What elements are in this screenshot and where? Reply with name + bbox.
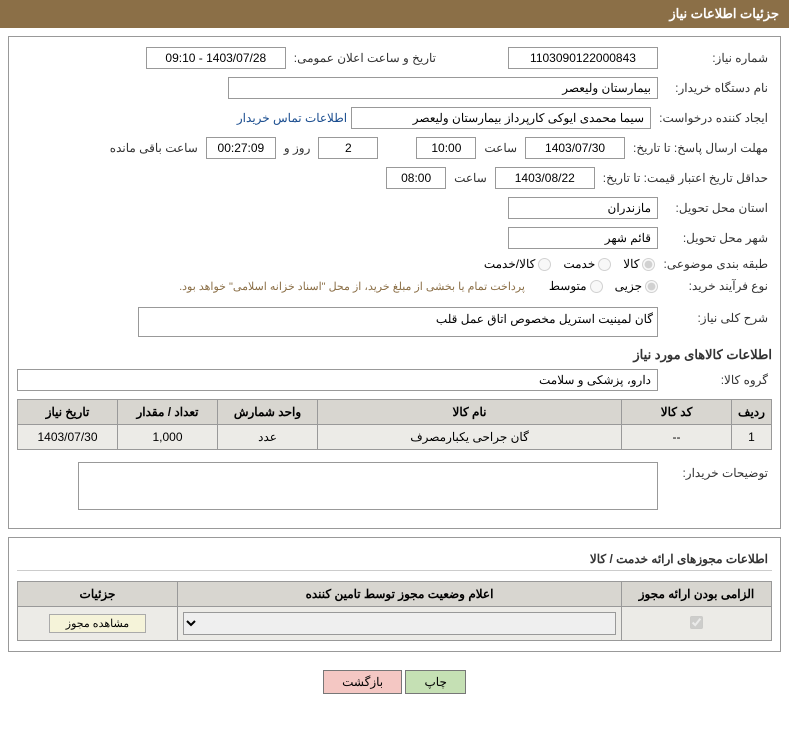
need-number-label: شماره نیاز: bbox=[662, 51, 772, 65]
remaining-label: ساعت باقی مانده bbox=[106, 141, 202, 155]
main-panel: شماره نیاز: 1103090122000843 تاریخ و ساع… bbox=[8, 36, 781, 529]
countdown-value: 00:27:09 bbox=[206, 137, 276, 159]
cat-goods-service-radio bbox=[538, 258, 551, 271]
process-type-label: نوع فرآیند خرید: bbox=[662, 279, 772, 293]
permits-panel: اطلاعات مجوزهای ارائه خدمت / کالا الزامی… bbox=[8, 537, 781, 652]
permits-table: الزامی بودن ارائه مجوز اعلام وضعیت مجوز … bbox=[17, 581, 772, 641]
delivery-city-label: شهر محل تحویل: bbox=[662, 231, 772, 245]
delivery-province-label: استان محل تحویل: bbox=[662, 201, 772, 215]
requester-label: ایجاد کننده درخواست: bbox=[655, 111, 772, 125]
row-goods-group: گروه کالا: دارو، پزشکی و سلامت bbox=[17, 369, 772, 391]
price-time-value: 08:00 bbox=[386, 167, 446, 189]
cat-goods-radio bbox=[642, 258, 655, 271]
row-delivery-province: استان محل تحویل: مازندران bbox=[17, 197, 772, 219]
response-date-value: 1403/07/30 bbox=[525, 137, 625, 159]
th-code: کد کالا bbox=[622, 400, 732, 425]
th-details: جزئیات bbox=[18, 582, 178, 607]
price-date-value: 1403/08/22 bbox=[495, 167, 595, 189]
announce-datetime-value: 1403/07/28 - 09:10 bbox=[146, 47, 286, 69]
goods-group-value: دارو، پزشکی و سلامت bbox=[17, 369, 658, 391]
cell-details: مشاهده مجوز bbox=[18, 607, 178, 641]
general-desc-label: شرح کلی نیاز: bbox=[662, 307, 772, 325]
row-process-type: نوع فرآیند خرید: جزیی متوسط پرداخت تمام … bbox=[17, 279, 772, 293]
cell-mandatory bbox=[622, 607, 772, 641]
process-note: پرداخت تمام یا بخشی از مبلغ خرید، از محل… bbox=[179, 280, 525, 293]
response-time-value: 10:00 bbox=[416, 137, 476, 159]
cat-goods-service-option: کالا/خدمت bbox=[484, 257, 551, 271]
footer-buttons: چاپ بازگشت bbox=[0, 660, 789, 704]
page-header: جزئیات اطلاعات نیاز bbox=[0, 0, 789, 28]
row-buyer-notes: توضیحات خریدار: bbox=[17, 462, 772, 510]
proc-partial-option: جزیی bbox=[615, 279, 658, 293]
need-number-value: 1103090122000843 bbox=[508, 47, 658, 69]
buyer-org-value: بیمارستان ولیعصر bbox=[228, 77, 658, 99]
category-label: طبقه بندی موضوعی: bbox=[659, 257, 772, 271]
cell-status bbox=[178, 607, 622, 641]
cat-goods-option: کالا bbox=[623, 257, 655, 271]
row-requester: ایجاد کننده درخواست: سیما محمدی ایوکی کا… bbox=[17, 107, 772, 129]
permits-title: اطلاعات مجوزهای ارائه خدمت / کالا bbox=[17, 548, 772, 571]
buyer-notes-label: توضیحات خریدار: bbox=[662, 462, 772, 480]
time-label-1: ساعت bbox=[480, 141, 521, 155]
days-suffix: روز و bbox=[280, 141, 315, 155]
goods-table: ردیف کد کالا نام کالا واحد شمارش تعداد /… bbox=[17, 399, 772, 450]
proc-partial-radio bbox=[645, 280, 658, 293]
print-button[interactable]: چاپ bbox=[405, 670, 465, 694]
delivery-city-value: قائم شهر bbox=[508, 227, 658, 249]
row-price-validity: حداقل تاریخ اعتبار قیمت: تا تاریخ: 1403/… bbox=[17, 167, 772, 189]
days-remaining-value: 2 bbox=[318, 137, 378, 159]
buyer-notes-value bbox=[78, 462, 658, 510]
th-name: نام کالا bbox=[318, 400, 622, 425]
cell-qty: 1,000 bbox=[118, 425, 218, 450]
cat-service-option: خدمت bbox=[563, 257, 611, 271]
price-validity-label: حداقل تاریخ اعتبار قیمت: تا تاریخ: bbox=[599, 171, 772, 185]
cell-code: -- bbox=[622, 425, 732, 450]
th-mandatory: الزامی بودن ارائه مجوز bbox=[622, 582, 772, 607]
cell-row: 1 bbox=[732, 425, 772, 450]
row-response-deadline: مهلت ارسال پاسخ: تا تاریخ: 1403/07/30 سا… bbox=[17, 137, 772, 159]
cell-need-date: 1403/07/30 bbox=[18, 425, 118, 450]
goods-group-label: گروه کالا: bbox=[662, 373, 772, 387]
row-delivery-city: شهر محل تحویل: قائم شهر bbox=[17, 227, 772, 249]
row-buyer-org: نام دستگاه خریدار: بیمارستان ولیعصر bbox=[17, 77, 772, 99]
response-deadline-label: مهلت ارسال پاسخ: تا تاریخ: bbox=[629, 141, 772, 155]
buyer-contact-link[interactable]: اطلاعات تماس خریدار bbox=[237, 111, 347, 125]
status-select[interactable] bbox=[183, 612, 616, 635]
buyer-org-label: نام دستگاه خریدار: bbox=[662, 81, 772, 95]
permit-row: مشاهده مجوز bbox=[18, 607, 772, 641]
th-status: اعلام وضعیت مجوز توسط تامین کننده bbox=[178, 582, 622, 607]
cell-unit: عدد bbox=[218, 425, 318, 450]
th-unit: واحد شمارش bbox=[218, 400, 318, 425]
mandatory-checkbox bbox=[690, 616, 703, 629]
cell-name: گان جراحی یکبارمصرف bbox=[318, 425, 622, 450]
row-general-desc: شرح کلی نیاز: گان لمینیت استریل مخصوص ات… bbox=[17, 307, 772, 337]
requester-value: سیما محمدی ایوکی کارپرداز بیمارستان ولیع… bbox=[351, 107, 651, 129]
page-title: جزئیات اطلاعات نیاز bbox=[669, 6, 779, 21]
proc-medium-radio bbox=[590, 280, 603, 293]
proc-medium-option: متوسط bbox=[549, 279, 603, 293]
back-button[interactable]: بازگشت bbox=[323, 670, 402, 694]
view-permit-button[interactable]: مشاهده مجوز bbox=[49, 614, 146, 633]
row-need-number: شماره نیاز: 1103090122000843 تاریخ و ساع… bbox=[17, 47, 772, 69]
delivery-province-value: مازندران bbox=[508, 197, 658, 219]
announce-datetime-label: تاریخ و ساعت اعلان عمومی: bbox=[290, 51, 440, 65]
th-qty: تعداد / مقدار bbox=[118, 400, 218, 425]
general-desc-value: گان لمینیت استریل مخصوص اتاق عمل قلب bbox=[138, 307, 658, 337]
table-row: 1 -- گان جراحی یکبارمصرف عدد 1,000 1403/… bbox=[18, 425, 772, 450]
goods-info-title: اطلاعات کالاهای مورد نیاز bbox=[17, 347, 772, 363]
th-row: ردیف bbox=[732, 400, 772, 425]
cat-service-radio bbox=[598, 258, 611, 271]
time-label-2: ساعت bbox=[450, 171, 491, 185]
th-need-date: تاریخ نیاز bbox=[18, 400, 118, 425]
row-category: طبقه بندی موضوعی: کالا خدمت کالا/خدمت bbox=[17, 257, 772, 271]
